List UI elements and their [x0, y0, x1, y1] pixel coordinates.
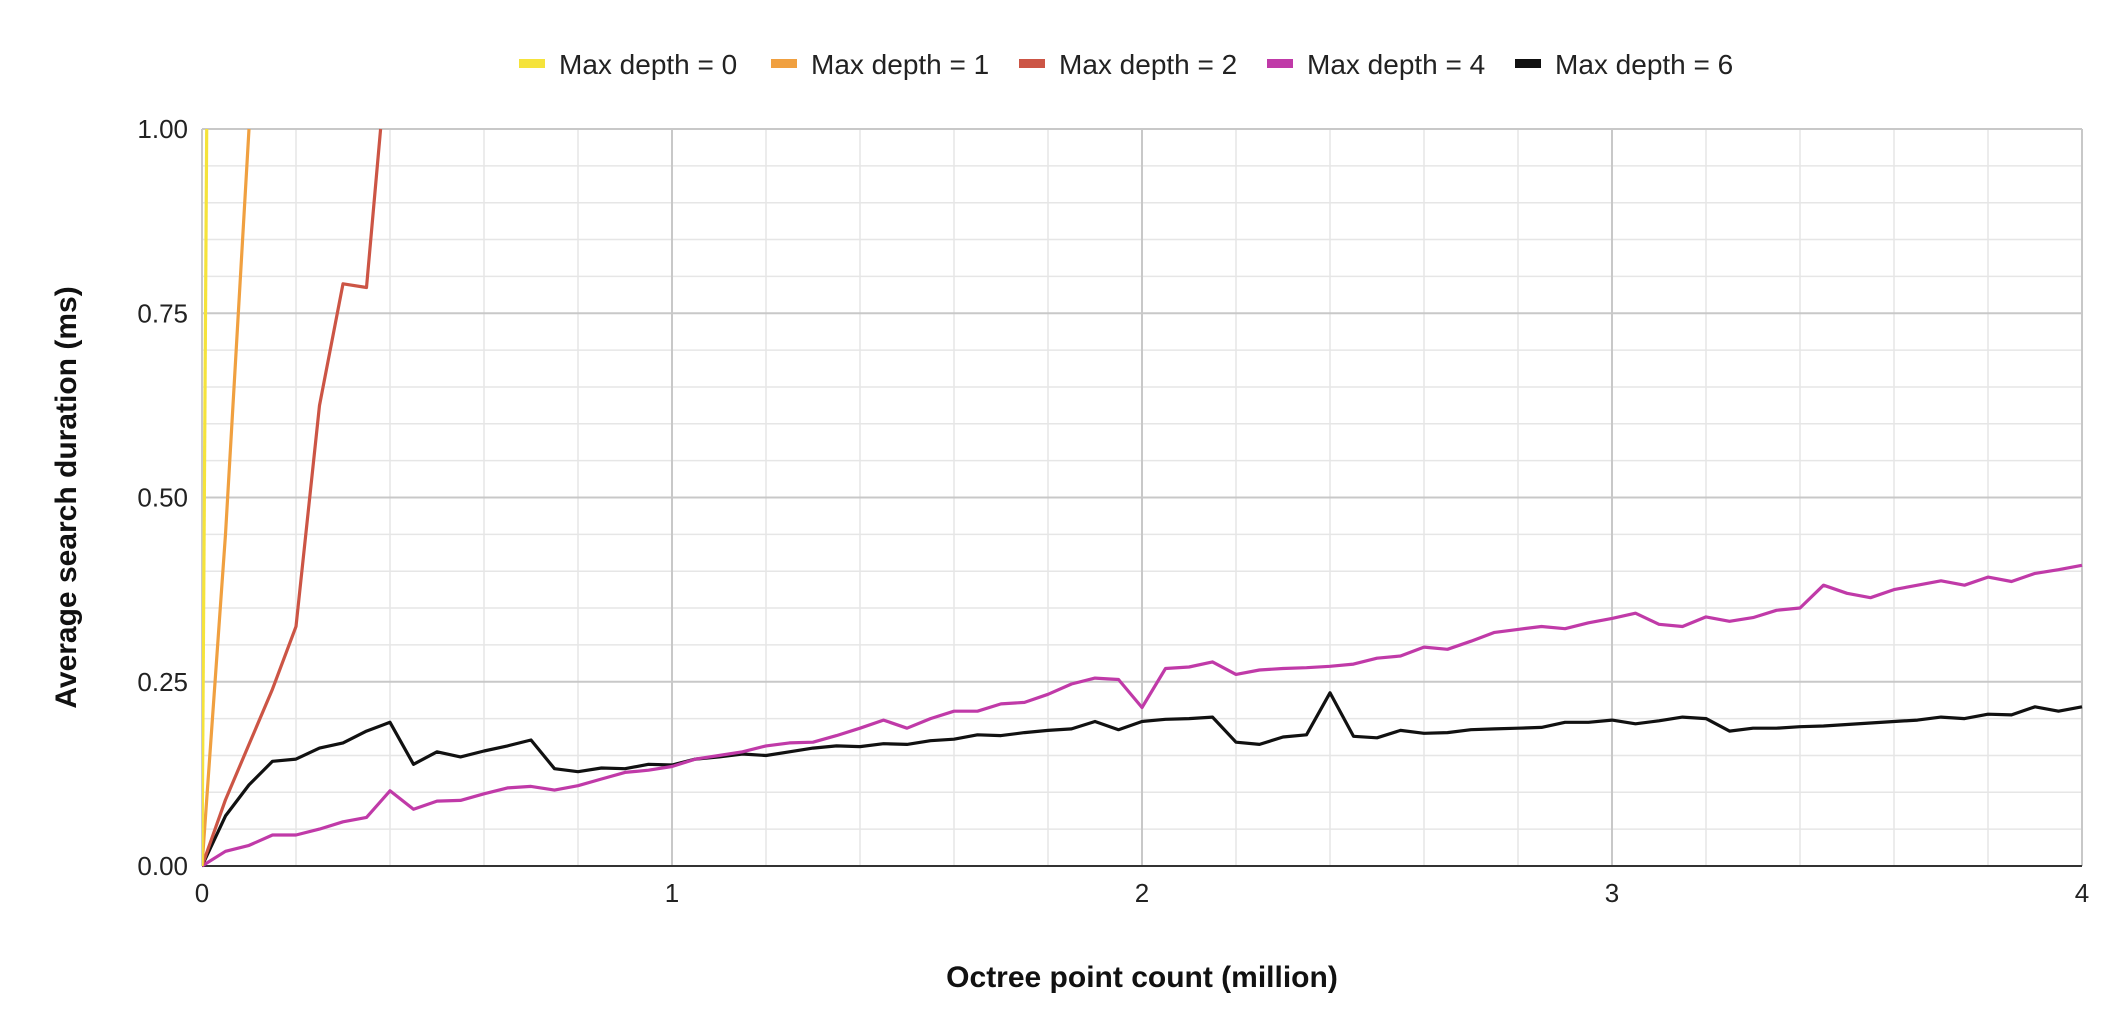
legend-label: Max depth = 0 [559, 49, 737, 80]
series-lines [202, 128, 2083, 868]
legend-swatch [1515, 59, 1541, 68]
legend-label: Max depth = 2 [1059, 49, 1237, 80]
legend-item: Max depth = 2 [1019, 49, 1237, 80]
series-line-max-depth-2 [202, 128, 383, 867]
x-tick-label: 4 [2075, 878, 2089, 908]
legend-label: Max depth = 1 [811, 49, 989, 80]
x-tick-label: 2 [1135, 878, 1149, 908]
legend-swatch [1267, 59, 1293, 68]
x-tick-label: 0 [195, 878, 209, 908]
legend-swatch [1019, 59, 1045, 68]
x-axis-ticks: 0 1 2 3 4 [195, 878, 2089, 908]
legend-item: Max depth = 0 [519, 49, 737, 80]
x-axis-title: Octree point count (million) [946, 961, 1338, 994]
y-tick-label: 0.50 [137, 483, 188, 513]
legend-item: Max depth = 6 [1515, 49, 1733, 80]
series-line-max-depth-4 [202, 563, 2083, 868]
y-tick-label: 0.75 [137, 298, 188, 328]
major-gridlines [201, 128, 2083, 867]
y-axis-ticks: 0.00 0.25 0.50 0.75 1.00 [137, 114, 188, 881]
legend-item: Max depth = 1 [771, 49, 989, 80]
legend-label: Max depth = 4 [1307, 49, 1485, 80]
y-tick-label: 1.00 [137, 114, 188, 144]
x-tick-label: 3 [1605, 878, 1619, 908]
legend: Max depth = 0 Max depth = 1 Max depth = 2 M… [519, 49, 1733, 80]
legend-item: Max depth = 4 [1267, 49, 1485, 80]
x-tick-label: 1 [665, 878, 679, 908]
legend-swatch [771, 59, 797, 68]
legend-swatch [519, 59, 545, 68]
series-line-max-depth-1 [202, 128, 251, 867]
series-line-max-depth-6 [202, 691, 2083, 867]
legend-label: Max depth = 6 [1555, 49, 1733, 80]
y-tick-label: 0.25 [137, 667, 188, 697]
y-tick-label: 0.00 [137, 851, 188, 881]
y-axis-title: Average search duration (ms) [50, 286, 83, 708]
series-line-max-depth-0 [202, 128, 209, 867]
